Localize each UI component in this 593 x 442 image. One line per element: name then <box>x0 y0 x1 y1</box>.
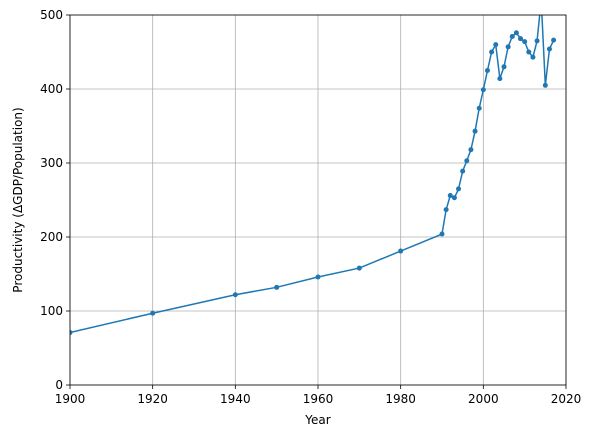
data-point <box>468 147 474 153</box>
data-point <box>476 105 482 111</box>
y-tick-label: 0 <box>55 378 63 392</box>
y-tick-label: 500 <box>40 8 63 22</box>
data-point <box>447 193 453 199</box>
data-point <box>542 82 548 88</box>
data-point <box>534 38 540 44</box>
data-point <box>398 248 404 254</box>
data-point <box>480 87 486 93</box>
x-tick-label: 1980 <box>385 392 416 406</box>
x-tick-label: 2020 <box>551 392 582 406</box>
data-point <box>451 195 457 201</box>
data-point <box>522 39 528 45</box>
data-point <box>493 42 499 48</box>
data-point <box>456 186 462 192</box>
data-point <box>70 329 73 335</box>
data-point <box>497 76 503 82</box>
data-point <box>530 54 536 60</box>
data-point <box>150 310 156 316</box>
x-tick-label: 2000 <box>468 392 499 406</box>
y-tick-label: 400 <box>40 82 63 96</box>
data-point <box>472 128 478 134</box>
y-tick-label: 300 <box>40 156 63 170</box>
data-point <box>526 49 532 55</box>
data-point <box>505 44 511 50</box>
data-point <box>232 292 238 298</box>
data-point <box>551 37 557 43</box>
ticks: 0 100 200 300 400 500 1900 1920 1940 1960 1980 2000… <box>40 8 581 406</box>
y-tick-label: 100 <box>40 304 63 318</box>
x-axis-label: Year <box>304 413 330 427</box>
data-point <box>513 30 519 36</box>
x-tick-label: 1960 <box>303 392 334 406</box>
data-point <box>315 274 321 280</box>
data-point <box>356 265 362 271</box>
data-point <box>546 46 552 52</box>
data-point <box>518 36 524 42</box>
y-axis-label: Productivity (ΔGDP/Population) <box>11 107 25 292</box>
data-point <box>539 0 544 3</box>
data-point <box>464 158 470 164</box>
plot-area <box>70 0 557 335</box>
data-point <box>460 168 466 174</box>
data-point <box>274 284 280 290</box>
data-point <box>501 64 507 70</box>
data-point <box>484 68 490 73</box>
x-tick-label: 1900 <box>55 392 86 406</box>
data-line <box>70 15 555 334</box>
y-tick-label: 200 <box>40 230 63 244</box>
grid <box>69 14 567 386</box>
x-tick-label: 1920 <box>137 392 168 406</box>
data-point <box>439 231 445 237</box>
data-point <box>509 33 515 39</box>
x-tick-label: 1940 <box>220 392 251 406</box>
data-point <box>443 207 449 213</box>
data-point <box>489 49 495 55</box>
